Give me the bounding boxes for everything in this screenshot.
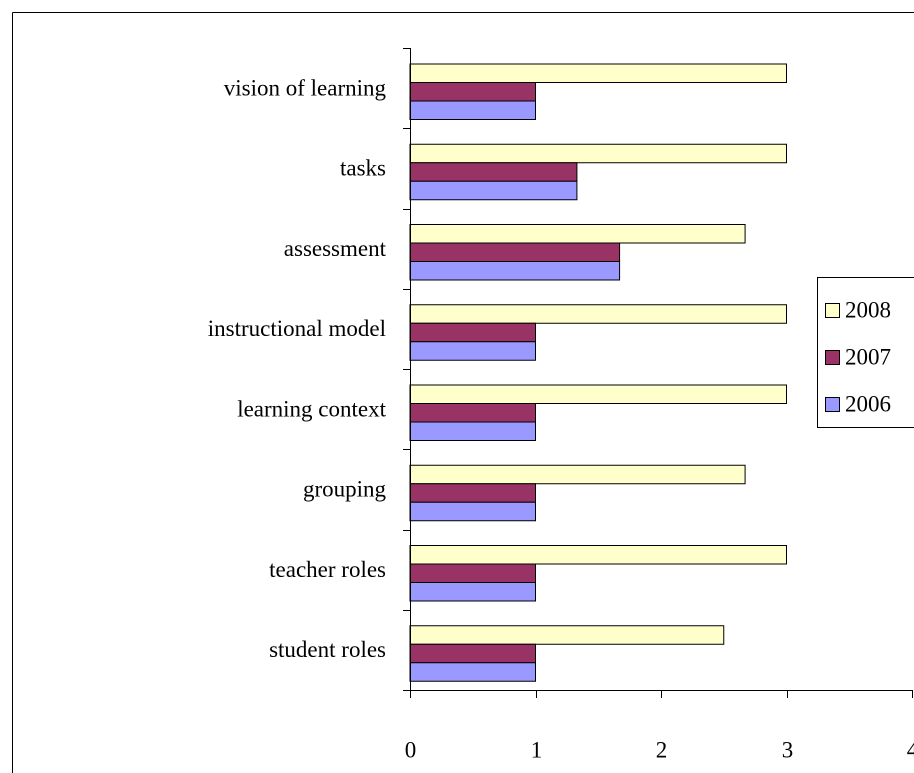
bar [409, 662, 536, 682]
legend-label: 2007 [845, 344, 891, 369]
bar [409, 464, 746, 485]
bar [409, 63, 787, 83]
x-tick-label: 3 [782, 737, 794, 762]
bar [409, 403, 536, 423]
bar [409, 625, 725, 645]
legend-label: 2008 [845, 297, 891, 322]
y-tick-label: tasks [340, 156, 386, 181]
legend-swatch [825, 397, 840, 412]
bar [409, 563, 536, 583]
bar [409, 384, 787, 404]
y-tick-label: teacher roles [269, 557, 386, 582]
bar [409, 82, 536, 102]
bar [409, 643, 536, 664]
y-tick-label: student roles [269, 637, 386, 662]
x-tick-label: 2 [656, 737, 668, 762]
bar [409, 341, 536, 361]
bar [409, 304, 787, 324]
bar [409, 421, 536, 441]
x-tick-label: 1 [531, 737, 543, 762]
bar [409, 582, 536, 602]
bar [409, 100, 536, 120]
bar [409, 261, 621, 281]
legend-label: 2006 [845, 391, 891, 416]
y-tick-label: grouping [303, 477, 387, 502]
y-tick-label: instructional model [208, 316, 386, 341]
bar [409, 180, 578, 201]
y-tick-label: assessment [284, 236, 387, 261]
y-tick-label: vision of learning [224, 75, 387, 100]
bar [409, 322, 536, 343]
legend-swatch [825, 303, 840, 318]
bar [409, 224, 746, 244]
x-tick-label: 0 [405, 737, 417, 762]
bar [409, 483, 536, 503]
x-tick-label: 4 [907, 737, 914, 762]
bar [409, 242, 621, 262]
bar [409, 545, 787, 565]
bar [409, 501, 536, 522]
bar [409, 143, 787, 164]
bar [409, 162, 578, 182]
y-tick-label: learning context [237, 396, 386, 421]
legend-swatch [825, 350, 840, 365]
